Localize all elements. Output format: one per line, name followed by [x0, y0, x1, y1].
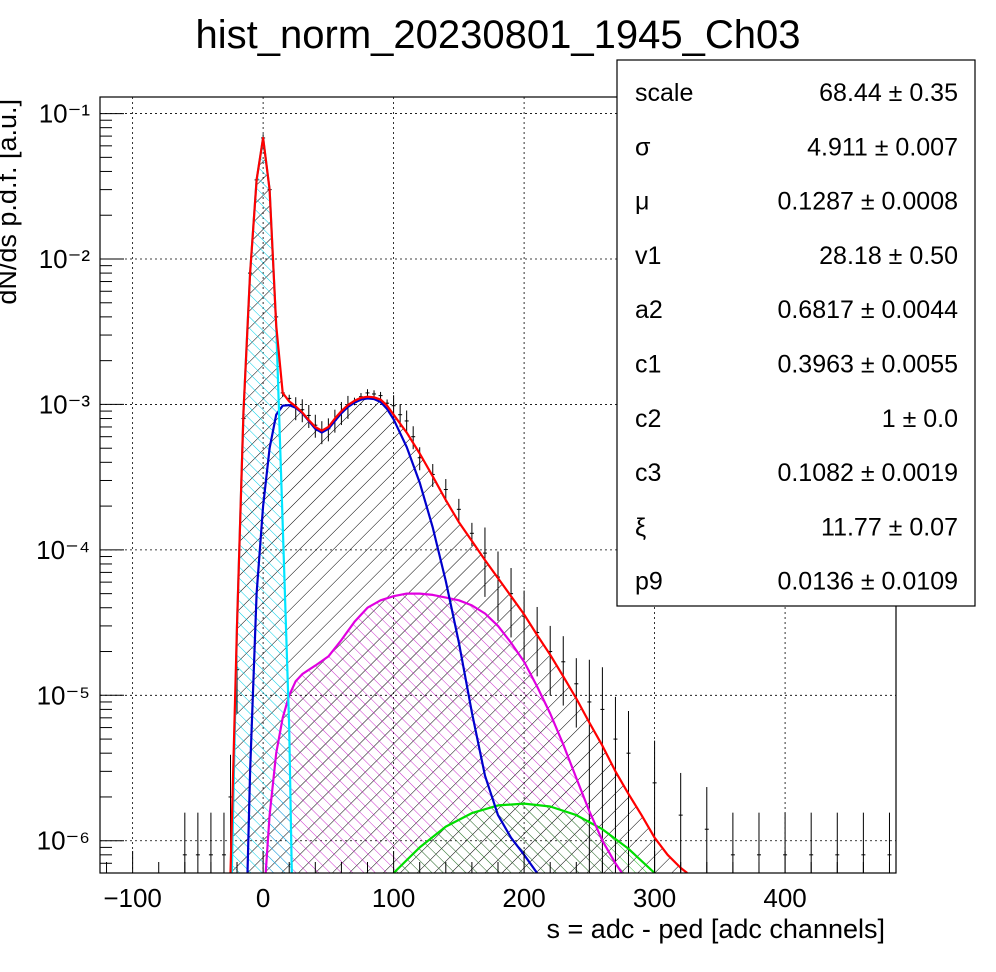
data-point	[456, 498, 461, 522]
stats-param-value: 0.1287 ± 0.0008	[777, 188, 958, 216]
second-component-fill	[265, 593, 622, 873]
stats-param-name: p9	[635, 568, 663, 596]
data-point	[221, 812, 226, 873]
data-point	[306, 404, 311, 428]
x-tick-label: 0	[256, 883, 270, 913]
total-fit-curve	[229, 136, 688, 873]
data-point	[587, 659, 592, 873]
stats-param-value: 0.1082 ± 0.0019	[777, 459, 958, 487]
data-point	[300, 399, 305, 423]
y-tick-label: 10⁻²	[39, 244, 91, 274]
x-tick-label: 200	[502, 883, 545, 913]
stats-param-name: scale	[635, 79, 693, 107]
stats-param-name: v1	[635, 242, 661, 270]
data-point	[378, 391, 383, 400]
x-tick-label: 300	[633, 883, 676, 913]
stats-param-name: σ	[635, 133, 651, 161]
data-point	[195, 812, 200, 873]
data-point	[613, 696, 618, 873]
stats-box-frame	[616, 59, 976, 607]
pedestal-fill	[231, 137, 292, 873]
data-point	[678, 772, 683, 873]
stats-param-value: 68.44 ± 0.35	[819, 79, 958, 107]
second-component-curve	[264, 592, 623, 873]
x-axis-label: s = adc - ped [adc channels]	[547, 914, 885, 944]
stats-rows: scale 68.44 ± 0.35 σ 4.911 ± 0.007 μ 0.1287 ±…	[635, 79, 958, 596]
x-tick-label: −100	[103, 883, 162, 913]
stats-param-value: 0.3963 ± 0.0055	[777, 351, 958, 379]
stats-param-name: c1	[635, 351, 661, 379]
y-tick-label: 10⁻⁶	[37, 826, 90, 856]
stats-param-value: 0.6817 ± 0.0044	[777, 296, 958, 324]
stats-param-value: 28.18 ± 0.50	[819, 242, 958, 270]
stats-box: scale 68.44 ± 0.35 σ 4.911 ± 0.007 μ 0.1287 ±…	[616, 59, 976, 607]
data-point	[482, 527, 487, 597]
axis-ticks: −100 0 100 200 300 400 10⁻¹ 10⁻² 10⁻³ 10⁻⁴ 10⁻⁵ 10⁻…	[36, 99, 890, 913]
stats-param-value: 11.77 ± 0.07	[821, 513, 958, 541]
single-pe-curve	[246, 397, 538, 873]
x-tick-label: 400	[763, 883, 806, 913]
x-tick-label: 100	[372, 883, 415, 913]
stats-param-value: 0.0136 ± 0.0109	[777, 568, 958, 596]
stats-param-name: c2	[635, 405, 661, 433]
stats-param-name: c3	[635, 459, 661, 487]
stats-param-name: μ	[635, 188, 649, 216]
stats-param-name: a2	[635, 296, 663, 324]
data-point	[365, 389, 370, 397]
data-point	[561, 636, 566, 706]
y-tick-label: 10⁻⁴	[36, 535, 90, 565]
data-point	[404, 410, 409, 434]
stats-param-name: ξ	[635, 513, 646, 541]
y-tick-label: 10⁻³	[39, 389, 91, 419]
y-tick-label: 10⁻⁵	[37, 680, 90, 710]
data-point	[411, 426, 416, 450]
data-point	[652, 740, 657, 873]
fit-curves	[229, 136, 688, 873]
chart-title: hist_norm_20230801_1945_Ch03	[196, 13, 801, 57]
stats-param-value: 1 ± 0.0	[882, 405, 958, 433]
y-axis-label: dN/ds p.d.f. [a.u.]	[0, 99, 22, 305]
third-component-curve	[392, 802, 656, 873]
data-point	[574, 658, 579, 728]
stats-param-value: 4.911 ± 0.007	[807, 133, 958, 161]
data-point	[704, 787, 709, 873]
y-tick-label: 10⁻¹	[39, 99, 91, 129]
